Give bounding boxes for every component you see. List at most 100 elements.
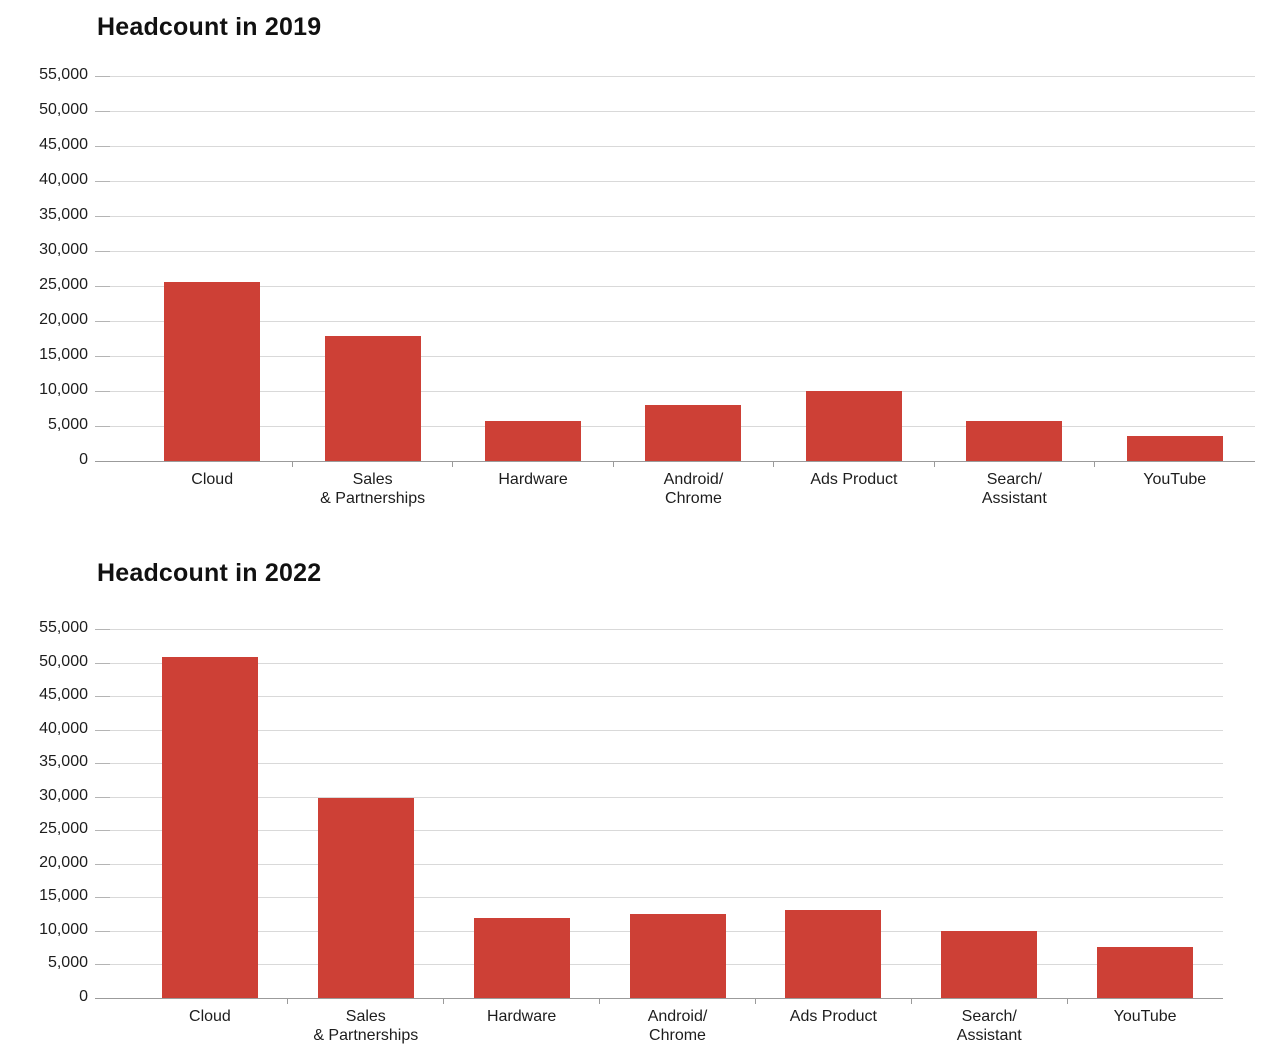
bar-sales-partnerships <box>324 336 421 461</box>
x-axis-tick <box>773 461 934 467</box>
x-category-label: Cloud <box>189 1008 231 1025</box>
gridline <box>95 391 1255 392</box>
x-axis-tick <box>287 998 443 1004</box>
x-category-label: Search/Assistant <box>981 471 1047 507</box>
bar-ads-product <box>785 910 882 998</box>
gridline <box>95 111 1255 112</box>
bar-slot <box>292 336 452 461</box>
y-axis-tick-label: 45,000 <box>39 136 88 154</box>
x-axis-tick <box>443 998 599 1004</box>
x-axis-tick <box>755 998 911 1004</box>
gridline <box>95 216 1255 217</box>
bar-slot <box>132 656 288 998</box>
bar-slot <box>755 910 911 998</box>
gridline <box>95 729 1223 731</box>
chart-title: Headcount in 2022 <box>97 559 322 587</box>
x-category-label: Ads Product <box>789 1008 877 1025</box>
gridline <box>95 897 1223 899</box>
y-axis-tick-label: 55,000 <box>39 66 88 84</box>
x-axis-tick <box>1067 998 1223 1004</box>
plot-area: 0 5,000 10,000 15,000 20,000 25,000 30,000 35,0… <box>39 66 1255 468</box>
y-axis-tick-label: 40,000 <box>39 719 88 737</box>
y-axis-tick-label: 45,000 <box>39 686 88 704</box>
y-axis-tick-label: 0 <box>79 451 88 469</box>
x-category-label: Android/Chrome <box>663 471 724 507</box>
bar-slot <box>1067 947 1223 998</box>
bar-ads-product <box>805 391 902 461</box>
x-axis-tick <box>132 998 287 1004</box>
y-axis-tick-label: 50,000 <box>39 101 88 119</box>
headcount-2022-chart: Headcount in 2022 0 5,000 10,000 15,000 20,0… <box>0 560 1280 1045</box>
x-category-label: Hardware <box>498 471 568 488</box>
gridline <box>95 356 1255 357</box>
x-category-label: Search/Assistant <box>956 1008 1022 1044</box>
gridline <box>95 796 1223 798</box>
gridline <box>95 863 1223 865</box>
x-category-label: Android/Chrome <box>647 1008 708 1044</box>
bar-search-assistant <box>966 421 1063 461</box>
y-axis-tick-label: 25,000 <box>39 276 88 294</box>
bar-sales-partnerships <box>317 798 414 998</box>
gridline <box>95 696 1223 698</box>
x-category-label: YouTube <box>1143 471 1207 488</box>
x-axis-tick <box>933 461 1095 467</box>
bar-slot <box>1095 435 1255 461</box>
gridline <box>95 662 1223 664</box>
x-axis-tick <box>452 461 613 467</box>
bar-slot <box>934 421 1094 461</box>
x-axis-tick <box>291 461 453 467</box>
gridline <box>95 830 1223 832</box>
x-axis-labels: Cloud Sales & Partnerships Hardware Android/… <box>132 1007 1223 1045</box>
gridline <box>95 146 1255 147</box>
y-axis-tick-label: 15,000 <box>39 887 88 905</box>
bar-slot <box>613 405 773 461</box>
y-axis-tick-label: 50,000 <box>39 652 88 670</box>
bar-cloud <box>164 281 261 461</box>
bar-slot <box>600 914 756 998</box>
bar-hardware <box>473 918 570 998</box>
gridline <box>95 181 1255 182</box>
plot-area: 0 5,000 10,000 15,000 20,000 25,000 30,000 35,0… <box>39 619 1223 1005</box>
gridline <box>95 629 1223 630</box>
gridline <box>95 321 1255 322</box>
y-axis-tick-label: 25,000 <box>39 820 88 838</box>
bar-slot <box>911 930 1067 998</box>
y-axis-tick-label: 35,000 <box>39 753 88 771</box>
x-category-label: Sales & Partnerships <box>313 1008 419 1044</box>
x-category-label: YouTube <box>1113 1008 1177 1025</box>
bars-container <box>132 76 1255 461</box>
x-axis-tick <box>599 998 755 1004</box>
bar-android-chrome <box>629 914 726 998</box>
bar-slot <box>132 281 292 461</box>
y-axis-tick-label: 40,000 <box>39 171 88 189</box>
x-category-label: Sales & Partnerships <box>320 471 426 507</box>
x-axis-tick <box>612 461 774 467</box>
bar-slot <box>453 421 613 461</box>
x-axis-ticks <box>132 998 1223 1004</box>
x-category-label: Cloud <box>191 471 234 488</box>
bar-slot <box>444 918 600 998</box>
y-axis-tick-label: 10,000 <box>39 921 88 939</box>
y-axis-tick-label: 10,000 <box>39 381 88 399</box>
headcount-2019-chart: Headcount in 2019 0 5,000 10,000 15,000 20,0… <box>0 14 1280 508</box>
gridline <box>95 286 1255 287</box>
y-axis-tick-label: 30,000 <box>39 786 88 804</box>
chart-title: Headcount in 2019 <box>97 13 322 41</box>
y-axis-tick-label: 0 <box>79 988 88 1006</box>
bars-container <box>132 629 1223 998</box>
y-axis-tick-label: 5,000 <box>47 954 88 972</box>
bar-cloud <box>161 656 258 998</box>
x-axis-baseline <box>95 461 1255 462</box>
x-category-label: Hardware <box>486 1008 557 1025</box>
x-axis-ticks <box>132 461 1255 467</box>
bar-hardware <box>485 421 582 461</box>
x-category-label: Ads Product <box>810 471 898 488</box>
y-axis-tick-label: 35,000 <box>39 206 88 224</box>
bar-youtube <box>1126 435 1223 461</box>
bar-youtube <box>1097 947 1194 998</box>
bar-search-assistant <box>941 930 1038 998</box>
y-axis-tick-label: 55,000 <box>39 619 88 637</box>
x-axis-tick <box>911 998 1067 1004</box>
y-axis-tick-label: 20,000 <box>39 853 88 871</box>
bar-android-chrome <box>645 405 742 461</box>
